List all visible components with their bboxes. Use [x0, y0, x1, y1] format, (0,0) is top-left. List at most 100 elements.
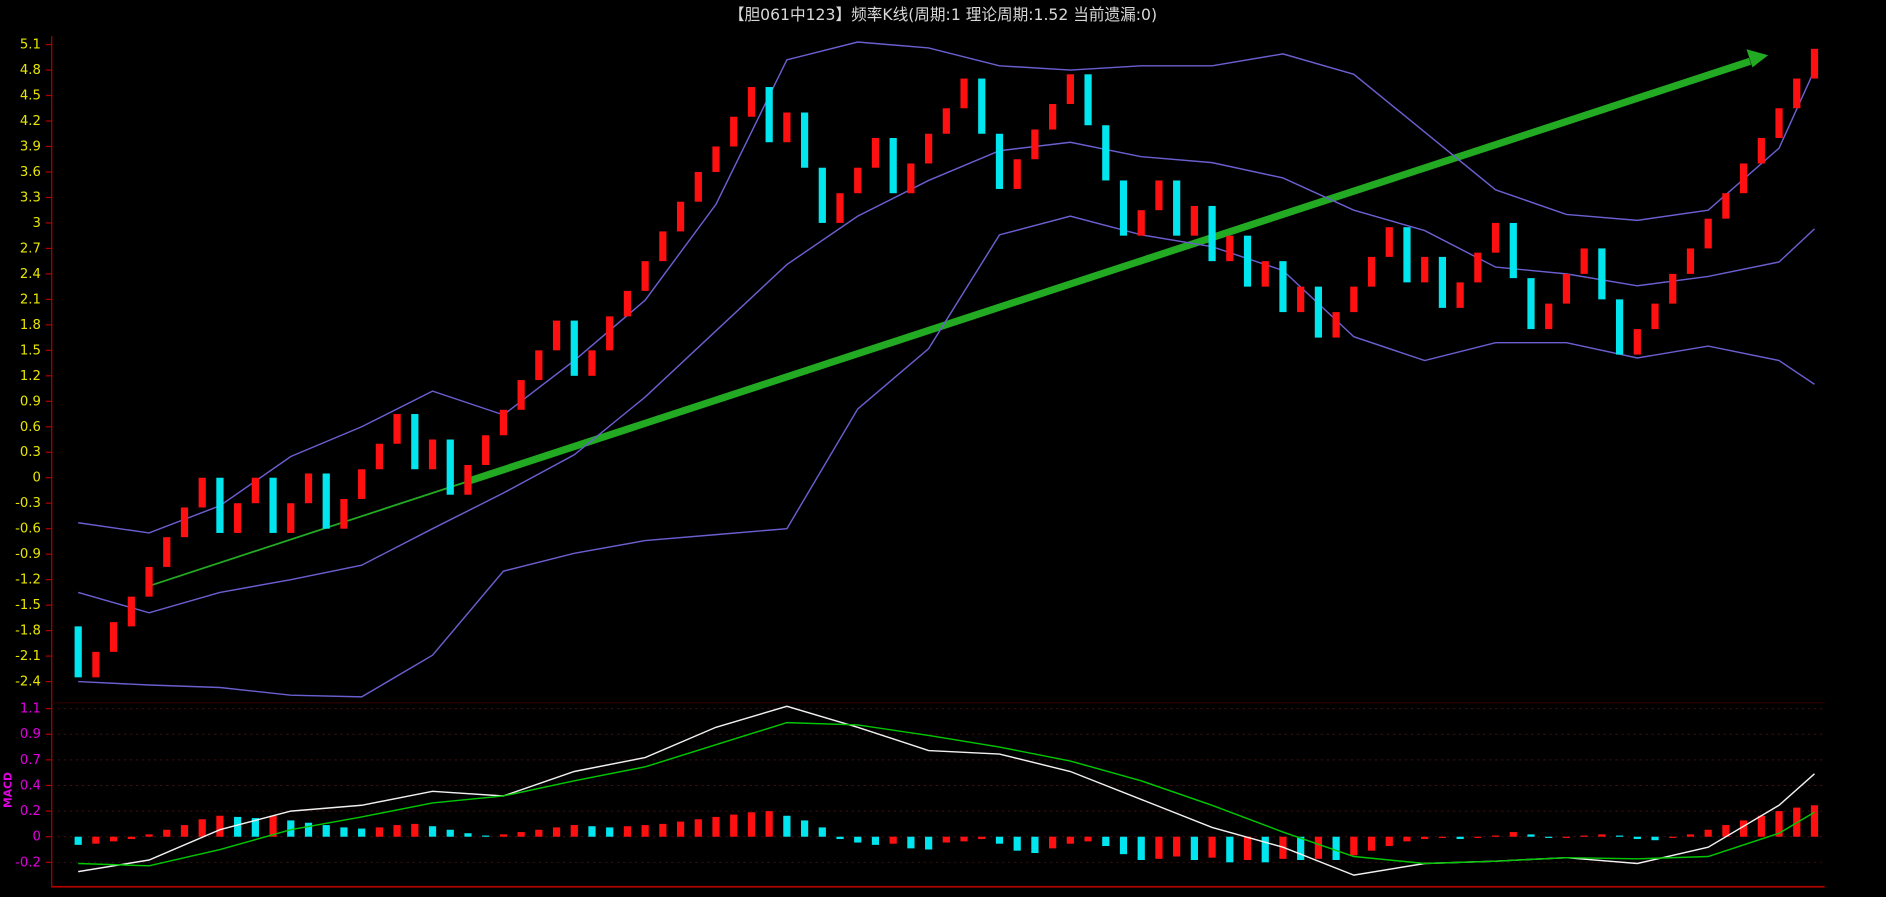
arrow-head: [1746, 49, 1769, 68]
trend-arrow: [467, 57, 1752, 485]
candle: [1155, 180, 1163, 211]
histogram-bar: [127, 836, 135, 840]
candle: [1545, 303, 1553, 330]
candle: [1421, 256, 1429, 283]
histogram-bar: [535, 829, 543, 837]
candle: [747, 87, 756, 117]
candle: [623, 290, 632, 317]
y-tick-label: 4.5: [20, 89, 41, 104]
histogram-bar: [1598, 834, 1606, 837]
candle: [110, 622, 118, 652]
histogram-bar: [1066, 836, 1074, 844]
candle: [676, 201, 685, 232]
histogram-bar: [304, 822, 313, 837]
histogram-bar: [871, 836, 880, 845]
candle: [1598, 248, 1606, 300]
histogram-bar: [110, 836, 118, 842]
histogram-bar: [358, 828, 366, 837]
histogram-bar: [1509, 832, 1517, 837]
candle: [428, 439, 437, 470]
histogram-bar: [765, 811, 773, 837]
histogram-bar: [925, 836, 933, 850]
y-tick-label: -1.2: [15, 573, 41, 588]
candle: [978, 78, 986, 134]
histogram-bar: [783, 815, 791, 837]
candle: [411, 414, 419, 470]
y-tick-label: 0.9: [20, 727, 41, 742]
candle: [92, 651, 100, 678]
histogram-bar: [1757, 815, 1765, 837]
histogram-bar: [995, 836, 1004, 844]
histogram-bar: [800, 820, 809, 837]
histogram-bar: [1243, 836, 1252, 860]
candle: [1226, 235, 1234, 262]
histogram-bar: [1102, 836, 1110, 847]
histogram-bar: [960, 836, 968, 842]
histogram-bar: [1173, 836, 1181, 857]
candle: [1527, 278, 1535, 330]
histogram-bar: [464, 833, 472, 837]
candle: [1438, 256, 1447, 308]
candle: [1190, 205, 1198, 236]
candle: [1810, 48, 1819, 79]
candle: [1297, 286, 1305, 313]
histogram-bar: [1137, 836, 1145, 860]
candle: [854, 167, 862, 194]
histogram-bar: [1208, 836, 1216, 858]
histogram-bar: [411, 823, 419, 837]
histogram-bar: [1332, 836, 1340, 860]
y-tick-label: 2.1: [20, 292, 41, 307]
candle: [234, 503, 242, 533]
y-tick-label: 0: [32, 471, 40, 486]
y-tick-label: 3.9: [20, 139, 41, 154]
candle: [907, 163, 915, 194]
histogram-bar: [74, 836, 82, 845]
y-tick-label: 5.1: [20, 38, 41, 53]
histogram-bar: [712, 816, 720, 837]
candle: [889, 137, 897, 194]
histogram-bar: [1119, 836, 1128, 855]
chart-title: 【胆061中123】频率K线(周期:1 理论周期:1.52 当前遗漏:0): [729, 5, 1157, 24]
y-tick-label: 2.7: [20, 241, 41, 256]
y-tick-label: 0.4: [20, 778, 41, 793]
histogram-bar: [1385, 836, 1393, 847]
candle: [517, 380, 525, 410]
histogram-bar: [499, 834, 508, 837]
candle: [1669, 273, 1677, 304]
histogram-bar: [730, 814, 738, 837]
histogram-bar: [1527, 834, 1535, 837]
histogram-bar: [269, 815, 277, 837]
histogram-bar: [606, 827, 614, 837]
histogram-bar: [1810, 805, 1819, 837]
candle: [251, 477, 259, 504]
macd-label: MACD: [1, 772, 14, 808]
histogram-bar: [393, 825, 401, 837]
histogram-bar: [1421, 836, 1429, 840]
histogram-bar: [1084, 836, 1092, 842]
histogram-bar: [907, 836, 915, 849]
candle: [1722, 193, 1730, 219]
candle: [694, 171, 702, 202]
line: [77, 141, 1815, 614]
line: [78, 41, 1816, 534]
candle: [340, 498, 348, 529]
candle: [1474, 252, 1482, 283]
candle: [925, 133, 933, 164]
histogram-bar: [198, 819, 206, 837]
y-tick-label: 0.2: [20, 804, 41, 819]
histogram-bar: [446, 829, 454, 837]
candle: [198, 477, 206, 508]
candle: [570, 320, 578, 376]
candle: [1775, 108, 1783, 138]
candle: [127, 596, 135, 627]
histogram-bar: [1297, 836, 1305, 860]
candle: [1279, 261, 1287, 313]
histogram-bar: [287, 820, 295, 837]
histogram-bar: [1403, 836, 1411, 842]
y-tick-label: -2.4: [15, 675, 41, 690]
histogram-bar: [836, 836, 844, 840]
candle: [482, 435, 490, 465]
histogram-bar: [145, 834, 153, 837]
